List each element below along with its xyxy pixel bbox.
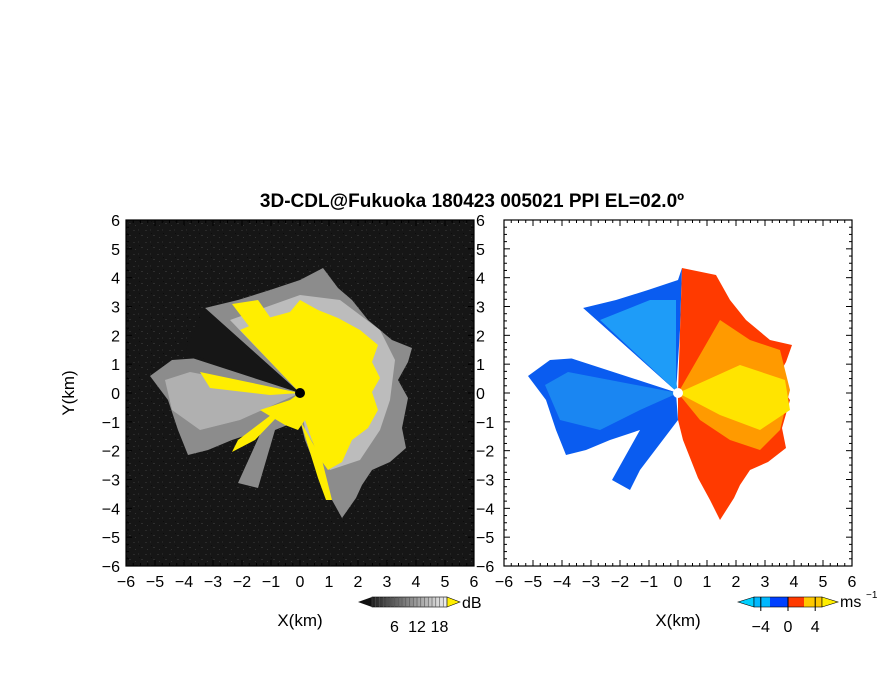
x-axis-label-left: X(km)	[277, 611, 322, 630]
velocity-colorbar-red	[788, 597, 804, 607]
y-tick-label-right: −6	[476, 559, 494, 576]
x-tick-label: 5	[441, 574, 450, 591]
velocity-radar-center	[673, 388, 683, 398]
colorbar-tick-label: 18	[431, 619, 449, 636]
x-tick-label: 5	[819, 574, 828, 591]
y-tick-label: 4	[111, 271, 120, 288]
velocity-panel: −6 −5 −4 −3 −2 −1 0 1 2 3 4 5 6	[495, 219, 857, 591]
velocity-colorbar-over-arrow	[821, 596, 840, 608]
velocity-colorbar-blue	[770, 597, 788, 607]
velocity-colorbar-unit-exponent: −1	[866, 590, 878, 601]
reflectivity-panel: −6 −5 −4 −3 −2 −1 0 1 2 3 4 5 6−6 −6−5 −5−4 −4−3 −3−2 −2−…	[102, 213, 495, 591]
x-tick-label: −3	[204, 574, 222, 591]
x-tick-label: −4	[175, 574, 193, 591]
x-axis-label-right: X(km)	[655, 611, 700, 630]
x-tick-label: 3	[761, 574, 770, 591]
x-tick-label: −6	[117, 574, 135, 591]
colorbar-unit: dB	[462, 595, 482, 612]
colorbar-tick-label: 12	[408, 619, 426, 636]
y-tick-label: −4	[102, 501, 120, 518]
saturated-arm-s	[300, 420, 332, 500]
y-tick-label-right: 3	[476, 300, 485, 317]
x-tick-label: 6	[848, 574, 857, 591]
y-tick-label-right: −4	[476, 501, 494, 518]
y-tick-label: 5	[111, 242, 120, 259]
x-tick-label: 0	[674, 574, 683, 591]
y-tick-label: −5	[102, 530, 120, 547]
y-axis-label: Y(km)	[59, 370, 78, 415]
velocity-negative-west	[545, 372, 678, 430]
velocity-blind-sector-w	[563, 308, 678, 393]
velocity-colorbar-yellow	[804, 597, 822, 607]
x-tick-label: −1	[640, 574, 658, 591]
y-tick-label: −6	[102, 559, 120, 576]
saturated-arm-w	[200, 372, 300, 395]
velocity-colorbar-under-arrow	[736, 596, 755, 608]
x-tick-label: −5	[524, 574, 542, 591]
colorbar-tick-label: 6	[390, 619, 399, 636]
y-tick-label-right: 0	[476, 386, 485, 403]
velocity-colorbar-unit: ms	[840, 594, 861, 611]
x-tick-label: −2	[611, 574, 629, 591]
y-tick-label-right: 4	[476, 271, 485, 288]
x-tick-label: 4	[412, 574, 421, 591]
y-tick-label-right: 6	[476, 213, 485, 230]
y-tick-label-right: −5	[476, 530, 494, 547]
x-tick-label: 1	[325, 574, 334, 591]
y-tick-label: −1	[102, 415, 120, 432]
velocity-colorbar-tick-label: −4	[752, 619, 770, 636]
reflectivity-echo	[150, 268, 412, 518]
velocity-positive-bright	[678, 365, 790, 430]
y-tick-label: 2	[111, 328, 120, 345]
x-tick-label: −4	[553, 574, 571, 591]
blind-sector-w	[185, 308, 300, 393]
velocity-ticks: −6 −5 −4 −3 −2 −1 0 1 2 3 4 5 6	[495, 219, 857, 591]
y-tick-label: −2	[102, 444, 120, 461]
velocity-echo	[528, 268, 792, 520]
x-tick-label: 0	[296, 574, 305, 591]
y-tick-label: 6	[111, 213, 120, 230]
x-tick-label: 2	[354, 574, 363, 591]
y-tick-label-right: −3	[476, 473, 494, 490]
x-tick-label: 1	[703, 574, 712, 591]
x-tick-label: 3	[383, 574, 392, 591]
velocity-colorbar-tick-label: 4	[811, 619, 820, 636]
y-tick-label-right: −2	[476, 444, 494, 461]
y-tick-label-right: 2	[476, 328, 485, 345]
velocity-colorbar-cyan	[754, 597, 770, 607]
radar-center	[295, 388, 305, 398]
echo-west-lobe	[165, 372, 300, 430]
x-tick-label: −6	[495, 574, 513, 591]
colorbar-under-arrow	[358, 597, 372, 607]
saturated-arm-sw	[232, 393, 300, 452]
y-tick-label: 1	[111, 357, 120, 374]
colorbar-over-arrow	[446, 596, 461, 608]
x-tick-label: −1	[262, 574, 280, 591]
y-tick-label: −3	[102, 473, 120, 490]
velocity-colorbar-tick-label: 0	[784, 619, 793, 636]
chart-title: 3D-CDL@Fukuoka 180423 005021 PPI EL=02.0…	[260, 191, 684, 212]
y-tick-label-right: 5	[476, 242, 485, 259]
x-tick-label: −5	[146, 574, 164, 591]
velocity-negative-light	[600, 300, 678, 393]
x-tick-label: 2	[732, 574, 741, 591]
saturated-arm-n	[232, 300, 300, 393]
x-tick-label: −3	[582, 574, 600, 591]
x-tick-label: −2	[233, 574, 251, 591]
y-tick-label-right: 1	[476, 357, 485, 374]
y-tick-label: 3	[111, 300, 120, 317]
velocity-colorbar: ms −1 −4 0 4	[736, 590, 878, 636]
reflectivity-colorbar: dB 6 12 18	[358, 595, 482, 636]
y-tick-label: 0	[111, 386, 120, 403]
x-tick-label: 4	[790, 574, 799, 591]
x-tick-label: 6	[470, 574, 479, 591]
y-tick-label-right: −1	[476, 415, 494, 432]
reflectivity-ticks: −6 −5 −4 −3 −2 −1 0 1 2 3 4 5 6−6 −6−5 −5−4 −4−3 −3−2 −2−…	[102, 213, 495, 591]
